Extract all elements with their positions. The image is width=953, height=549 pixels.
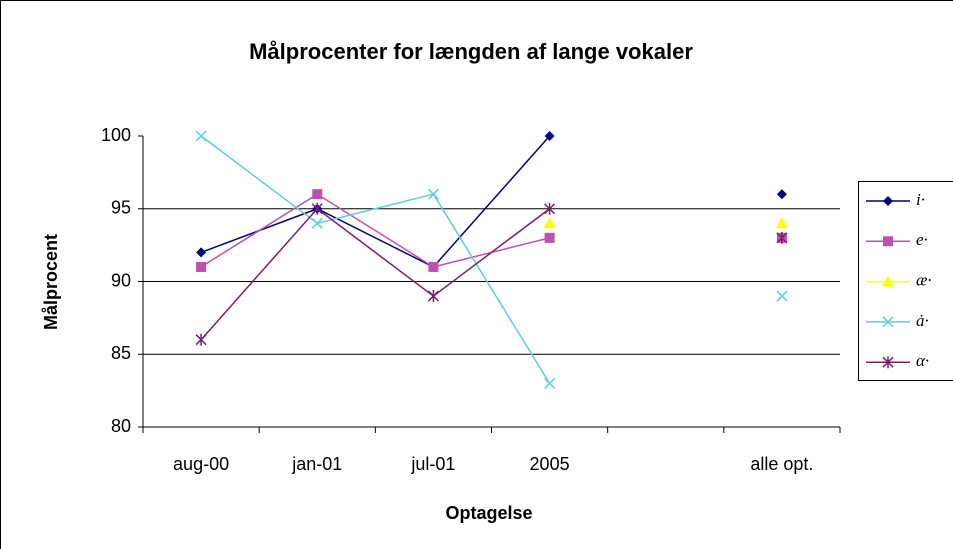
marker	[776, 290, 788, 302]
marker	[544, 377, 556, 389]
chart-title: Målprocenter for længden af lange vokale…	[249, 39, 693, 64]
y-tick-label: 80	[111, 416, 131, 436]
marker	[196, 247, 207, 258]
marker	[775, 217, 788, 229]
marker	[883, 236, 893, 247]
marker	[776, 231, 788, 244]
x-tick-label: aug-00	[173, 454, 229, 474]
marker	[195, 130, 207, 142]
marker	[776, 189, 787, 200]
marker	[195, 333, 207, 346]
marker	[882, 275, 894, 287]
marker	[427, 188, 439, 200]
marker	[543, 217, 556, 229]
legend-label: i·	[916, 190, 925, 209]
marker	[427, 290, 439, 303]
marker	[311, 217, 323, 229]
x-tick-label: jan-01	[291, 454, 342, 474]
x-axis-label: Optagelse	[445, 503, 532, 523]
marker	[883, 196, 893, 206]
marker	[196, 261, 207, 272]
marker	[882, 316, 894, 328]
x-tick-label: jul-01	[410, 454, 455, 474]
x-tick-label: 2005	[530, 454, 570, 474]
y-tick-label: 85	[111, 343, 131, 363]
y-tick-label: 95	[111, 198, 131, 218]
legend-label: e·	[916, 230, 928, 249]
legend-label: α·	[916, 351, 929, 370]
y-tick-label: 100	[101, 125, 131, 145]
x-tick-label: alle opt.	[750, 454, 813, 474]
marker	[544, 202, 556, 215]
marker	[312, 189, 323, 200]
marker	[544, 131, 555, 141]
legend-label: æ·	[916, 271, 932, 290]
marker	[311, 202, 323, 215]
y-tick-label: 90	[111, 270, 131, 290]
legend-label: ȧ·	[916, 311, 929, 330]
marker	[544, 232, 555, 243]
y-axis-label: Målprocent	[41, 234, 61, 330]
marker	[428, 261, 439, 272]
marker	[882, 356, 894, 369]
